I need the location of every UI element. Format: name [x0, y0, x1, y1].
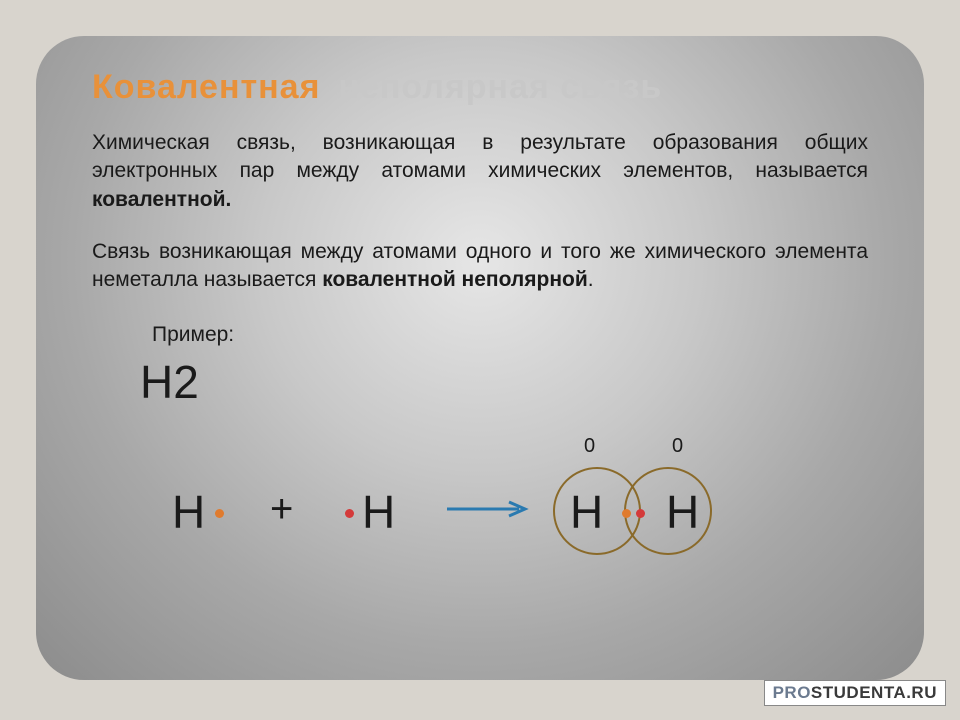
arrow-icon — [447, 499, 532, 519]
plus-sign: + — [270, 487, 293, 532]
definition-paragraph-2: Связь возникающая между атомами одного и… — [92, 238, 868, 295]
molecule-formula: H2 — [140, 355, 868, 409]
atom-h-2: H — [362, 485, 395, 539]
electron-dot-1 — [215, 509, 224, 518]
bond-diagram: H + H 0 0 H H — [92, 427, 868, 567]
charge-zero-1: 0 — [584, 435, 595, 458]
example-label: Пример: — [152, 323, 868, 347]
watermark-domain: STUDENTA.RU — [811, 683, 937, 702]
slide-card: Ковалентная неполярная связь Химическая с… — [36, 36, 924, 680]
atom-h-1: H — [172, 485, 205, 539]
watermark: PROSTUDENTA.RU — [764, 680, 946, 706]
electron-dot-2 — [345, 509, 354, 518]
definition-paragraph-1: Химическая связь, возникающая в результа… — [92, 129, 868, 214]
title-word-2: неполярная связь — [338, 68, 662, 106]
slide-title: Ковалентная неполярная связь — [92, 68, 868, 107]
pair-dot-1 — [622, 509, 631, 518]
atom-h-4: H — [666, 485, 699, 539]
pair-dot-2 — [636, 509, 645, 518]
atom-h-3: H — [570, 485, 603, 539]
para2-post: . — [588, 268, 594, 291]
para1-bold: ковалентной. — [92, 188, 231, 211]
para1-text: Химическая связь, возникающая в результа… — [92, 131, 868, 182]
para2-bold: ковалентной неполярной — [322, 268, 588, 291]
charge-zero-2: 0 — [672, 435, 683, 458]
title-word-1: Ковалентная — [92, 68, 320, 106]
watermark-prefix: PRO — [773, 683, 811, 702]
